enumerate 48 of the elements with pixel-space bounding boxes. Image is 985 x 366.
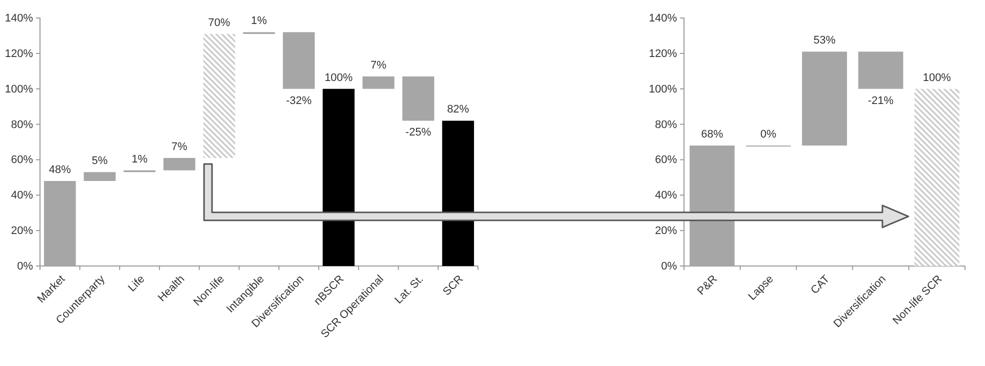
- data-label: 68%: [701, 128, 724, 141]
- bar: [84, 172, 116, 181]
- data-label: 82%: [447, 104, 470, 116]
- data-label: 1%: [132, 153, 148, 166]
- bar: [442, 120, 474, 266]
- bar: [282, 32, 315, 89]
- bar: [690, 146, 735, 266]
- y-tick-label: 0%: [17, 260, 34, 273]
- y-tick-label: 20%: [654, 225, 678, 238]
- x-tick-label: CAT: [808, 273, 832, 297]
- bar: [914, 88, 960, 266]
- y-tick-label: 80%: [654, 118, 678, 131]
- x-tick-label: Lat. St.: [392, 273, 426, 306]
- y-tick-label: 40%: [654, 190, 678, 202]
- bar: [322, 88, 355, 266]
- y-tick-label: 80%: [10, 118, 34, 131]
- data-label: 7%: [171, 140, 188, 153]
- data-label: 70%: [208, 16, 230, 29]
- y-tick-label: 140%: [648, 12, 678, 25]
- data-label: 1%: [251, 15, 268, 28]
- data-label: -25%: [405, 126, 432, 139]
- y-tick-label: 0%: [661, 260, 678, 273]
- data-label: 100%: [324, 72, 353, 84]
- y-tick-label: 60%: [654, 154, 678, 166]
- data-label: -32%: [286, 94, 312, 107]
- data-label: -21%: [868, 94, 894, 107]
- y-tick-label: 100%: [648, 83, 678, 96]
- data-label: 0%: [760, 128, 776, 141]
- y-tick-label: 20%: [10, 225, 34, 238]
- y-tick-label: 60%: [10, 154, 34, 166]
- bar: [802, 52, 847, 146]
- y-tick-label: 120%: [4, 48, 34, 60]
- bar: [858, 52, 904, 89]
- y-tick-label: 120%: [648, 48, 678, 60]
- data-label: 48%: [48, 164, 72, 176]
- bar: [44, 180, 76, 266]
- bar: [362, 76, 394, 89]
- bar: [163, 158, 196, 170]
- bar: [203, 34, 236, 158]
- data-label: 53%: [813, 34, 836, 47]
- x-tick-label: Life: [126, 273, 148, 294]
- bar: [402, 76, 434, 121]
- y-tick-label: 140%: [4, 12, 34, 25]
- data-label: 5%: [92, 155, 108, 168]
- y-tick-label: 40%: [10, 190, 34, 202]
- y-tick-label: 100%: [4, 83, 34, 96]
- data-label: 7%: [370, 59, 387, 72]
- data-label: 100%: [922, 72, 952, 84]
